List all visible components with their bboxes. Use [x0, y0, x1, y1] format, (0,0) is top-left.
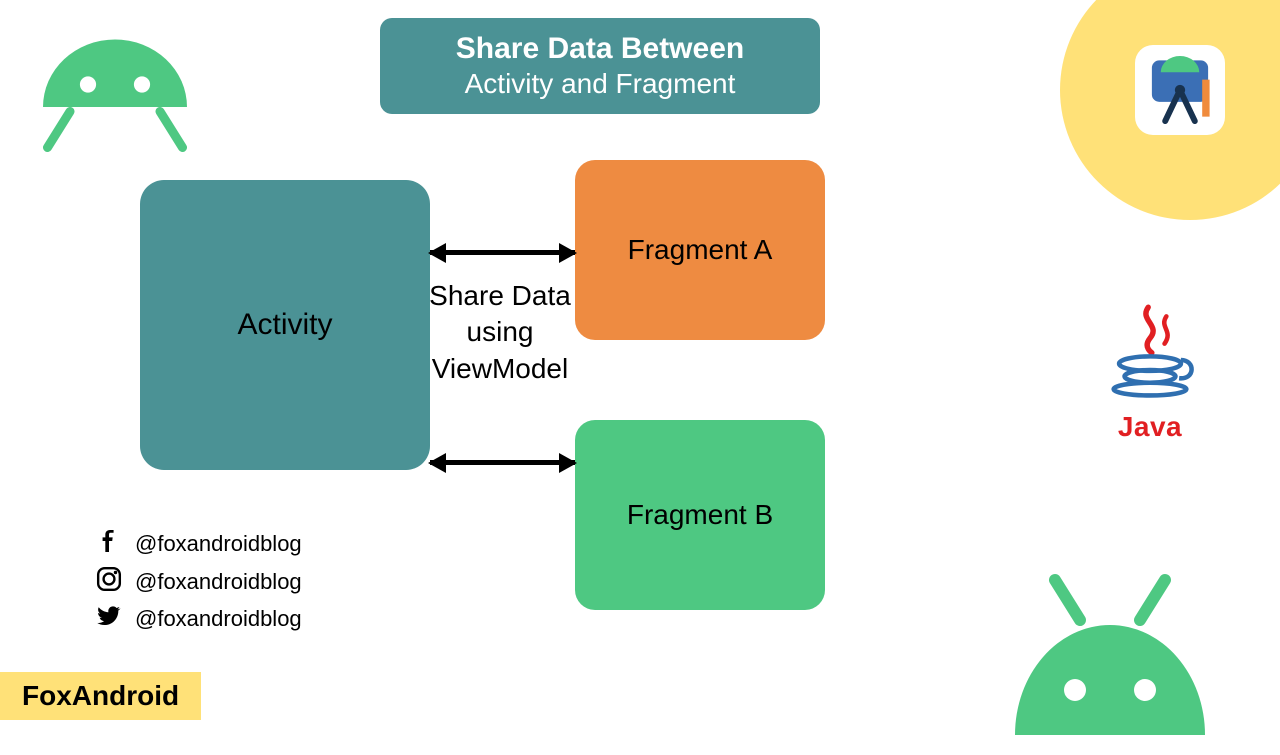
- node-fragment-b-label: Fragment B: [627, 499, 773, 531]
- social-twitter-handle: @foxandroidblog: [135, 606, 302, 632]
- social-instagram-handle: @foxandroidblog: [135, 569, 302, 595]
- center-label: Share Data using ViewModel: [395, 278, 605, 387]
- social-links: @foxandroidblog @foxandroidblog @foxandr…: [95, 522, 302, 640]
- node-activity-label: Activity: [237, 308, 332, 342]
- social-instagram: @foxandroidblog: [95, 566, 302, 598]
- center-label-line3: ViewModel: [395, 351, 605, 387]
- brand-text: FoxAndroid: [22, 680, 179, 711]
- edge-activity-fragment-b: [430, 460, 575, 465]
- node-fragment-a-label: Fragment A: [628, 234, 773, 266]
- node-activity: Activity: [140, 180, 430, 470]
- java-logo: Java: [1090, 300, 1210, 443]
- center-label-line1: Share Data: [395, 278, 605, 314]
- facebook-icon: [95, 528, 123, 560]
- social-facebook: @foxandroidblog: [95, 528, 302, 560]
- java-text: Java: [1090, 411, 1210, 443]
- title-line2: Activity and Fragment: [400, 68, 800, 100]
- social-twitter: @foxandroidblog: [95, 604, 302, 634]
- android-head-bottom-icon: [1000, 550, 1220, 750]
- brand-badge: FoxAndroid: [0, 672, 201, 720]
- android-studio-icon: [1135, 45, 1225, 135]
- android-head-top-icon: [25, 0, 205, 160]
- title-line1: Share Data Between: [400, 32, 800, 66]
- center-label-line2: using: [395, 314, 605, 350]
- twitter-icon: [95, 604, 123, 634]
- title-box: Share Data Between Activity and Fragment: [380, 18, 820, 114]
- node-fragment-a: Fragment A: [575, 160, 825, 340]
- node-fragment-b: Fragment B: [575, 420, 825, 610]
- instagram-icon: [95, 566, 123, 598]
- social-facebook-handle: @foxandroidblog: [135, 531, 302, 557]
- edge-activity-fragment-a: [430, 250, 575, 255]
